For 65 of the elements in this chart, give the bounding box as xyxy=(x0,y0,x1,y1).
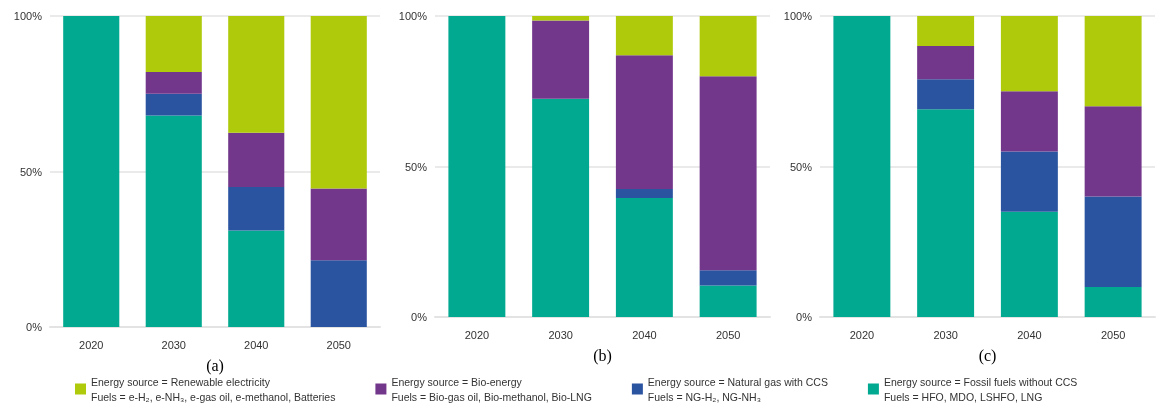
bar xyxy=(310,260,367,327)
bar xyxy=(699,16,757,77)
x-axis-title: (b) xyxy=(593,346,612,365)
legend-label: Energy source = Natural gas with CCS Fuels = NG-H₂, NG-NH₃ xyxy=(647,375,828,403)
y-tick-label: 0% xyxy=(26,321,43,333)
bar xyxy=(1084,286,1142,317)
bar xyxy=(917,109,975,317)
y-tick-label: 50% xyxy=(404,160,428,173)
bar xyxy=(532,98,590,317)
bar xyxy=(228,16,285,133)
bar xyxy=(917,16,975,47)
x-axis-title: (a) xyxy=(206,356,224,375)
bar xyxy=(833,16,891,317)
y-tick-label: 100% xyxy=(398,10,428,22)
x-tick-label: 2030 xyxy=(548,328,573,341)
bar xyxy=(532,16,590,21)
bar xyxy=(1000,151,1058,212)
bar xyxy=(615,55,673,190)
legend-label: Energy source = Bio-energy Fuels = Bio-gas oil, Bio-methanol, Bio-LNG xyxy=(391,375,592,403)
bar xyxy=(1000,211,1058,317)
y-tick-label: 50% xyxy=(19,165,43,178)
bar xyxy=(917,79,975,110)
bar xyxy=(145,93,202,116)
x-tick-label: 2030 xyxy=(933,328,958,341)
bar xyxy=(63,16,120,327)
bar xyxy=(1000,91,1058,152)
bar xyxy=(1000,16,1058,92)
bar xyxy=(145,71,202,94)
bar xyxy=(1084,106,1142,197)
bar xyxy=(228,132,285,188)
x-tick-label: 2040 xyxy=(244,338,269,351)
bar xyxy=(699,76,757,271)
x-tick-label: 2050 xyxy=(326,338,351,351)
bar xyxy=(699,270,757,286)
y-tick-label: 100% xyxy=(783,10,813,22)
y-tick-label: 100% xyxy=(13,10,43,22)
bar xyxy=(615,189,673,199)
bar xyxy=(448,16,506,317)
bar xyxy=(145,115,202,327)
x-tick-label: 2040 xyxy=(1017,328,1042,341)
x-tick-label: 2050 xyxy=(715,328,741,341)
legend-label: Energy source = Renewable electricity Fuels = e-H₂, e-NH₃, e-gas oil, e-methanol, Batteries xyxy=(91,375,336,403)
bar xyxy=(310,188,367,261)
bar xyxy=(615,198,673,317)
bar xyxy=(228,187,285,231)
bar xyxy=(145,16,202,72)
x-tick-label: 2020 xyxy=(464,328,490,341)
bar xyxy=(228,230,285,327)
x-tick-label: 2020 xyxy=(849,328,875,341)
x-tick-label: 2050 xyxy=(1100,328,1126,341)
x-tick-label: 2040 xyxy=(632,328,657,341)
x-tick-label: 2020 xyxy=(79,338,104,351)
bar xyxy=(615,16,673,56)
bar xyxy=(1084,16,1142,107)
bar xyxy=(699,285,757,317)
bar xyxy=(310,16,367,189)
bar xyxy=(917,46,975,80)
y-tick-label: 0% xyxy=(411,311,428,323)
y-tick-label: 0% xyxy=(796,311,813,323)
bar xyxy=(1084,196,1142,287)
x-axis-title: (c) xyxy=(978,346,997,365)
y-tick-label: 50% xyxy=(789,160,813,173)
x-tick-label: 2030 xyxy=(161,338,186,351)
legend-label: Energy source = Fossil fuels without CCS Fuels = HFO, MDO, LSHFO, LNG xyxy=(883,375,1078,403)
bar xyxy=(532,20,590,99)
